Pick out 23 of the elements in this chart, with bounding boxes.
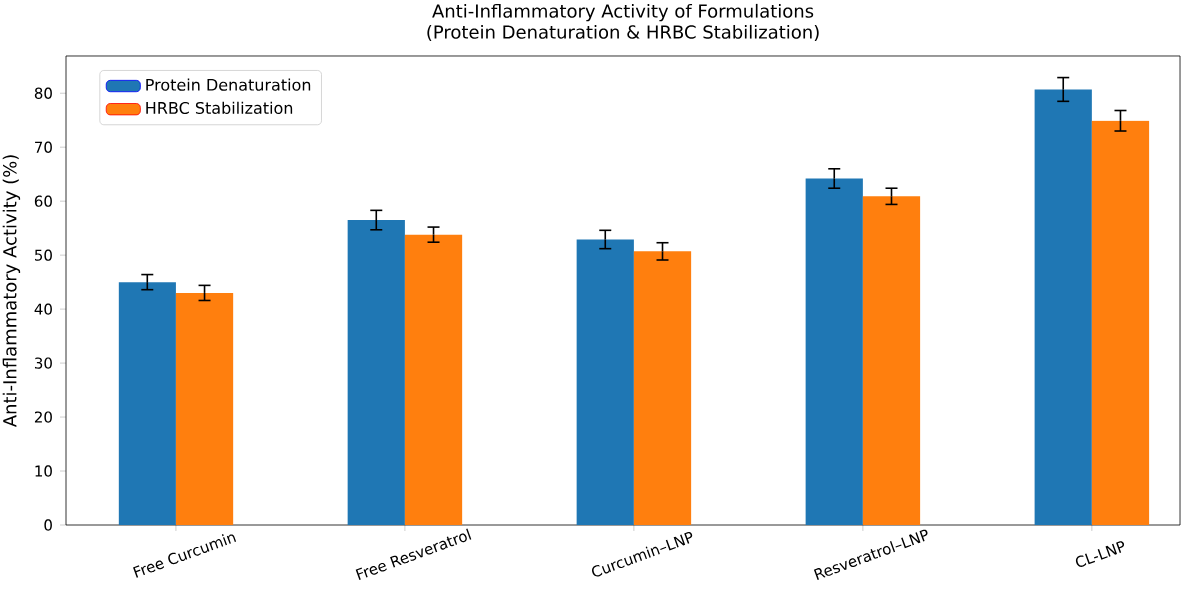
y-tick-label: 40 <box>34 303 52 315</box>
bar <box>633 251 692 525</box>
y-tick-label: 70 <box>35 141 52 153</box>
bar <box>862 196 921 525</box>
y-tick-label: 10 <box>35 465 52 477</box>
bar <box>118 282 176 525</box>
chart-title: Anti-Inflammatory Activity of Formulations (Protein Denaturation & HRBC Stabilization) <box>427 3 819 41</box>
bar <box>1091 120 1150 525</box>
bar <box>347 220 405 525</box>
y-tick-label: 30 <box>34 357 52 369</box>
y-tick-label: 50 <box>35 249 52 261</box>
y-tick-label: 0 <box>44 519 52 531</box>
legend-label: HRBC Stabilization <box>146 101 293 114</box>
bar <box>175 292 234 525</box>
y-tick-label: 80 <box>34 87 52 99</box>
bar <box>1034 89 1092 525</box>
y-axis-title: Anti-Inflammatory Activity (%) <box>2 155 21 428</box>
y-tick-label: 60 <box>34 195 52 207</box>
bar <box>576 239 634 525</box>
bar <box>805 178 863 525</box>
bar <box>404 234 463 525</box>
legend-label: Protein Denaturation <box>146 78 311 91</box>
y-tick-label: 20 <box>34 411 52 423</box>
